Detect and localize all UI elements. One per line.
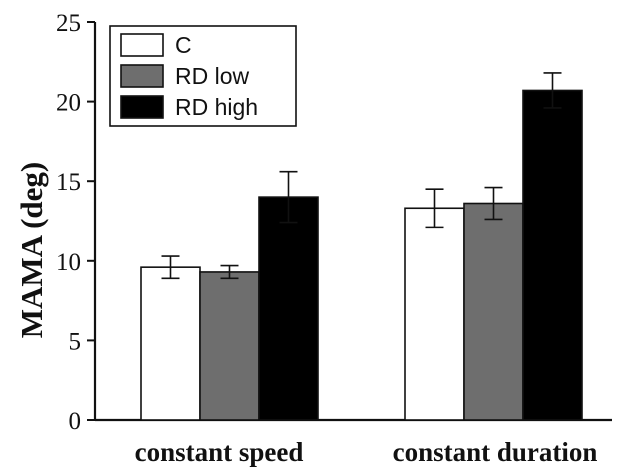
- legend-swatch: [120, 64, 164, 88]
- bar-rd-high-constant-speed: [258, 196, 319, 421]
- legend-label: RD high: [175, 94, 258, 120]
- y-tick-label: 0: [69, 408, 82, 435]
- legend-label: C: [175, 32, 192, 58]
- plot-area: 0 5 10 15 20 25 constant speed constant duratio…: [56, 10, 612, 467]
- legend-swatch: [120, 33, 164, 57]
- bar-rd-low-constant-duration: [463, 202, 524, 421]
- y-tick-label: 25: [56, 10, 81, 37]
- bar-rd-low-constant-speed: [199, 271, 260, 421]
- y-tick-label: 5: [69, 328, 82, 355]
- y-tick-label: 10: [56, 249, 81, 276]
- x-category-label: constant duration: [393, 437, 598, 467]
- y-tick-label: 15: [56, 169, 81, 196]
- legend-label: RD low: [175, 63, 250, 89]
- y-tick-label: 20: [56, 90, 81, 117]
- bar-c-constant-speed: [140, 266, 201, 421]
- y-axis-title: MAMA (deg): [14, 162, 49, 338]
- bar-rd-high-constant-duration: [522, 89, 583, 421]
- x-category-label: constant speed: [135, 437, 304, 467]
- legend-swatch: [120, 95, 164, 119]
- bar-c-constant-duration: [404, 207, 465, 421]
- legend: C RD low RD high: [109, 25, 297, 127]
